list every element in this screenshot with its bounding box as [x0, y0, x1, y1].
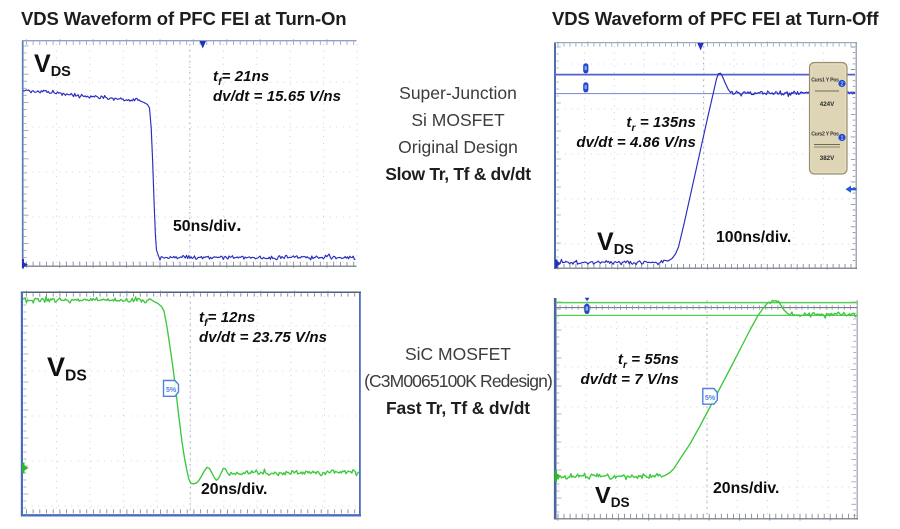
svg-text:5%: 5%: [166, 387, 177, 394]
svg-text:1: 1: [841, 136, 844, 142]
svg-text:382V: 382V: [820, 155, 835, 162]
svg-text:2: 2: [841, 82, 844, 88]
svg-text:5%: 5%: [705, 395, 716, 402]
svg-text:424V: 424V: [820, 101, 835, 108]
svg-text:Curs1 Y Pos: Curs1 Y Pos: [811, 78, 839, 84]
svg-text:Curs2 Y Pos: Curs2 Y Pos: [811, 132, 839, 138]
